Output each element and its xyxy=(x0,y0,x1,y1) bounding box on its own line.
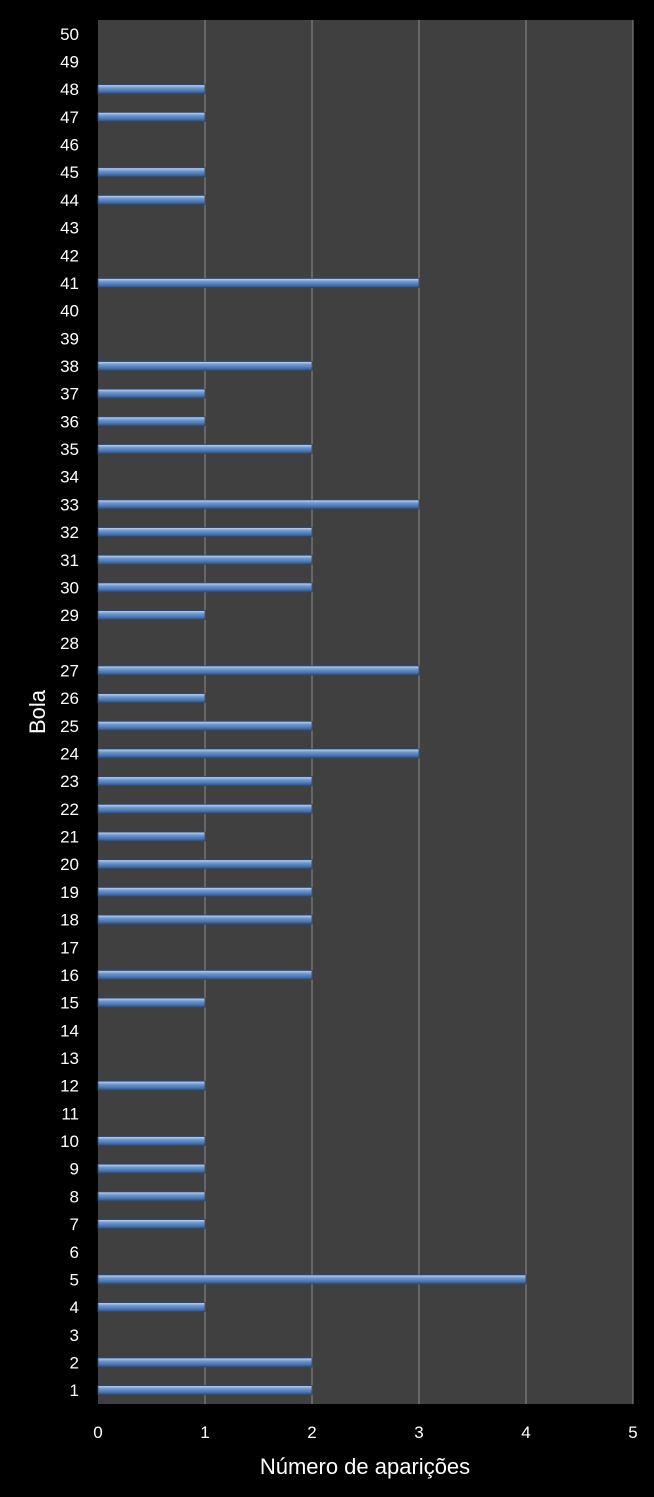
bar-8 xyxy=(97,1191,206,1202)
y-tick-label: 12 xyxy=(60,1077,79,1096)
x-tick-label: 3 xyxy=(414,1423,423,1442)
y-tick-label: 14 xyxy=(60,1021,79,1040)
y-tick-label: 39 xyxy=(60,329,79,348)
x-tick-label: 4 xyxy=(521,1423,530,1442)
bar-12 xyxy=(97,1080,206,1091)
y-tick-label: 10 xyxy=(60,1132,79,1151)
y-tick-label: 33 xyxy=(60,495,79,514)
y-tick-label: 22 xyxy=(60,800,79,819)
bar-24 xyxy=(97,748,420,759)
y-tick-label: 2 xyxy=(70,1353,79,1372)
y-tick-label: 46 xyxy=(60,136,79,155)
bar-45 xyxy=(97,167,206,178)
y-tick-label: 49 xyxy=(60,53,79,72)
y-tick-label: 28 xyxy=(60,634,79,653)
y-axis-title: Bola xyxy=(25,689,50,734)
y-tick-label: 43 xyxy=(60,219,79,238)
y-tick-label: 16 xyxy=(60,966,79,985)
x-tick-label: 1 xyxy=(200,1423,209,1442)
y-tick-label: 44 xyxy=(60,191,79,210)
y-tick-label: 38 xyxy=(60,357,79,376)
bar-44 xyxy=(97,195,206,205)
y-tick-label: 30 xyxy=(60,578,79,597)
bar-48 xyxy=(97,84,206,95)
x-tick-labels: 0 1 2 3 4 5 xyxy=(93,1423,637,1442)
y-tick-label: 3 xyxy=(70,1326,79,1345)
y-tick-label: 4 xyxy=(70,1298,79,1317)
y-tick-label: 1 xyxy=(70,1381,79,1400)
y-tick-label: 24 xyxy=(60,745,79,764)
bar-41 xyxy=(97,278,420,288)
bar-29 xyxy=(97,610,206,621)
y-tick-label: 29 xyxy=(60,606,79,625)
bar-1 xyxy=(97,1385,313,1396)
y-tick-label: 11 xyxy=(61,1104,79,1123)
y-tick-label: 9 xyxy=(70,1160,79,1179)
bar-20 xyxy=(97,859,313,870)
y-tick-label: 7 xyxy=(70,1215,79,1234)
bar-37 xyxy=(97,388,206,399)
y-tick-label: 48 xyxy=(60,80,79,99)
bar-33 xyxy=(97,499,420,510)
bar-4 xyxy=(97,1302,206,1313)
x-tick-label: 2 xyxy=(307,1423,316,1442)
bar-27 xyxy=(97,665,420,676)
bar-35 xyxy=(97,444,313,454)
bar-22 xyxy=(97,803,313,814)
y-tick-label: 45 xyxy=(60,163,79,182)
y-tick-label: 40 xyxy=(60,302,79,321)
y-tick-label: 25 xyxy=(60,717,79,736)
y-tick-label: 31 xyxy=(60,551,79,570)
y-tick-label: 5 xyxy=(70,1270,79,1289)
bar-9 xyxy=(97,1163,206,1174)
bar-2 xyxy=(97,1357,313,1368)
bar-19 xyxy=(97,887,313,897)
y-tick-label: 32 xyxy=(60,523,79,542)
y-tick-label: 27 xyxy=(60,661,79,680)
y-tick-label: 18 xyxy=(60,911,79,930)
y-tick-label: 50 xyxy=(60,25,79,44)
bar-36 xyxy=(97,416,206,427)
bar-26 xyxy=(97,693,206,704)
y-tick-label: 20 xyxy=(60,855,79,874)
bar-18 xyxy=(97,914,313,925)
y-tick-label: 23 xyxy=(60,772,79,791)
y-tick-label: 6 xyxy=(70,1243,79,1262)
y-tick-label: 47 xyxy=(60,108,79,127)
y-tick-label: 37 xyxy=(60,385,79,404)
bar-32 xyxy=(97,527,313,537)
y-tick-labels: 1234567891011121314151617181920212223242… xyxy=(60,25,79,1400)
y-tick-label: 26 xyxy=(60,689,79,708)
y-tick-label: 15 xyxy=(60,994,79,1013)
y-tick-label: 42 xyxy=(60,246,79,265)
bar-23 xyxy=(97,776,313,787)
y-tick-label: 35 xyxy=(60,440,79,459)
y-tick-label: 19 xyxy=(60,883,79,902)
y-tick-label: 21 xyxy=(60,828,79,847)
bar-38 xyxy=(97,361,313,371)
x-tick-label: 5 xyxy=(628,1423,637,1442)
bar-7 xyxy=(97,1219,206,1229)
y-tick-label: 34 xyxy=(60,468,79,487)
bar-30 xyxy=(97,582,313,593)
bar-31 xyxy=(97,554,313,565)
y-tick-label: 17 xyxy=(60,938,79,957)
bar-15 xyxy=(97,997,206,1008)
bar-16 xyxy=(97,970,313,980)
x-tick-label: 0 xyxy=(93,1423,102,1442)
x-axis-title: Número de aparições xyxy=(260,1454,470,1479)
bar-5 xyxy=(97,1274,527,1285)
y-tick-label: 36 xyxy=(60,412,79,431)
y-tick-label: 13 xyxy=(60,1049,79,1068)
bar-47 xyxy=(97,111,206,122)
bar-21 xyxy=(97,831,206,842)
y-tick-label: 41 xyxy=(60,274,79,293)
bar-25 xyxy=(97,720,313,731)
bars xyxy=(97,84,527,1396)
bar-10 xyxy=(97,1136,206,1146)
y-tick-label: 8 xyxy=(70,1187,79,1206)
